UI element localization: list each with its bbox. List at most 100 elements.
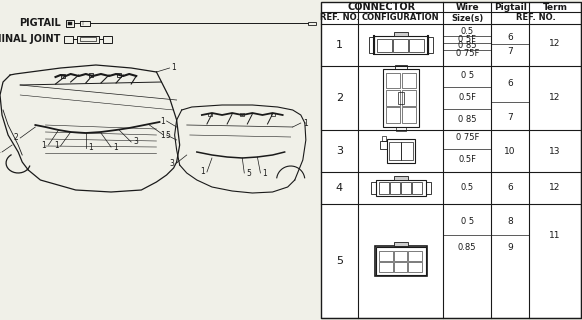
Bar <box>379 251 392 260</box>
Text: 5: 5 <box>336 256 343 266</box>
Text: 1: 1 <box>160 116 165 125</box>
Bar <box>377 38 392 52</box>
Bar <box>80 20 90 26</box>
Text: 5: 5 <box>246 169 251 178</box>
Bar <box>386 73 400 88</box>
Bar <box>394 32 408 36</box>
Text: Size(s): Size(s) <box>451 13 484 22</box>
Text: 1: 1 <box>113 142 118 151</box>
Bar <box>408 262 422 272</box>
Text: 6: 6 <box>508 78 513 87</box>
Bar <box>428 37 433 53</box>
Bar <box>402 73 416 88</box>
Text: Pigtail: Pigtail <box>494 3 527 12</box>
Bar <box>376 247 426 275</box>
Text: 0 85: 0 85 <box>458 42 477 51</box>
Text: CONFIGURATION: CONFIGURATION <box>362 13 439 22</box>
Text: 1: 1 <box>160 131 165 140</box>
Text: 1: 1 <box>303 118 307 127</box>
Bar <box>379 182 389 194</box>
Text: Wire: Wire <box>455 3 479 12</box>
Text: 10: 10 <box>505 147 516 156</box>
Bar <box>393 262 407 272</box>
Text: 0.5: 0.5 <box>461 183 474 193</box>
Bar <box>402 90 416 106</box>
Text: 0.5F: 0.5F <box>458 156 476 164</box>
Text: 1: 1 <box>54 141 59 150</box>
Bar <box>80 37 96 41</box>
Bar <box>376 180 426 196</box>
Text: 1: 1 <box>200 167 205 177</box>
Text: TERMINAL JOINT: TERMINAL JOINT <box>0 34 61 44</box>
Bar <box>393 251 407 260</box>
Bar <box>395 65 407 69</box>
Text: 6: 6 <box>508 183 513 193</box>
Text: 0 75F: 0 75F <box>456 49 479 58</box>
Bar <box>379 262 392 272</box>
Bar <box>386 107 400 123</box>
Text: 13: 13 <box>549 147 561 156</box>
Bar <box>394 242 408 246</box>
Text: 5: 5 <box>165 131 171 140</box>
Text: 11: 11 <box>549 230 561 239</box>
Text: 4: 4 <box>336 183 343 193</box>
Bar <box>408 251 422 260</box>
Bar <box>240 113 244 116</box>
Text: REF. NO.: REF. NO. <box>516 13 556 22</box>
Bar <box>394 176 408 180</box>
Text: 0 85: 0 85 <box>458 116 477 124</box>
Bar <box>390 182 400 194</box>
Text: PIGTAIL: PIGTAIL <box>19 18 61 28</box>
Text: 1: 1 <box>42 140 47 149</box>
Bar <box>401 182 411 194</box>
Bar <box>375 246 427 276</box>
Text: 1: 1 <box>262 169 267 178</box>
Bar <box>389 142 401 160</box>
Bar <box>66 20 74 27</box>
Text: 0 5F: 0 5F <box>458 35 476 44</box>
Bar <box>369 37 374 53</box>
Text: 2: 2 <box>336 93 343 103</box>
Text: 3: 3 <box>133 138 138 147</box>
Text: CONNECTOR: CONNECTOR <box>348 2 416 12</box>
Text: 6: 6 <box>508 33 513 42</box>
Bar <box>383 69 419 127</box>
Text: 9: 9 <box>508 244 513 252</box>
Text: 7: 7 <box>508 114 513 123</box>
Bar <box>398 92 404 104</box>
Text: Term: Term <box>542 3 567 12</box>
Bar <box>393 38 408 52</box>
Text: 0.85: 0.85 <box>458 244 477 252</box>
Bar <box>396 127 406 131</box>
Text: 12: 12 <box>549 183 560 193</box>
Bar <box>371 182 376 194</box>
Bar <box>387 139 415 163</box>
Text: 3: 3 <box>336 146 343 156</box>
Bar <box>103 36 112 43</box>
Text: 1: 1 <box>88 143 93 153</box>
Text: 0.5F: 0.5F <box>458 93 476 102</box>
Bar <box>89 73 93 77</box>
Bar <box>63 36 73 43</box>
Text: 8: 8 <box>508 218 513 227</box>
Bar <box>382 136 386 141</box>
Text: 2: 2 <box>13 133 18 142</box>
Bar <box>380 141 387 149</box>
Text: 12: 12 <box>549 38 560 47</box>
Text: 0 5: 0 5 <box>461 218 474 227</box>
Text: 1: 1 <box>336 40 343 50</box>
Bar <box>77 36 99 43</box>
Text: 7: 7 <box>508 46 513 55</box>
Text: 12: 12 <box>549 93 560 102</box>
Bar <box>61 74 65 78</box>
Text: 0.5: 0.5 <box>461 28 474 36</box>
Bar <box>402 142 413 160</box>
Text: 1: 1 <box>172 63 176 73</box>
Bar <box>308 21 316 25</box>
Bar <box>409 38 424 52</box>
Text: 0 5: 0 5 <box>461 71 474 81</box>
Bar <box>208 113 212 116</box>
Bar <box>386 90 400 106</box>
Text: 0 75F: 0 75F <box>456 133 479 142</box>
Bar <box>117 73 121 77</box>
